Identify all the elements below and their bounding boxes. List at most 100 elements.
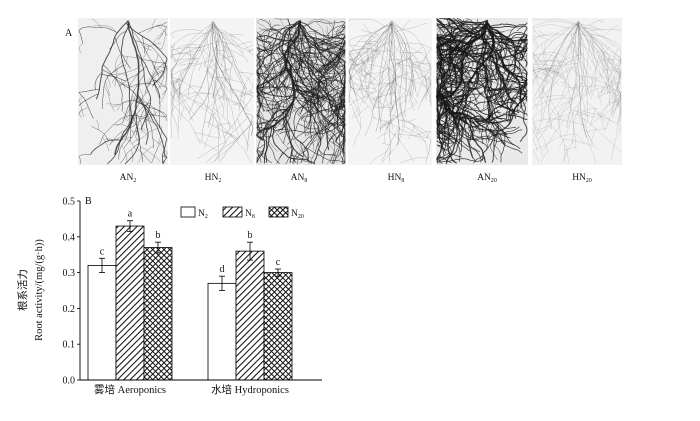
root-strand bbox=[216, 48, 231, 64]
root-strand bbox=[223, 86, 225, 117]
root-strand bbox=[467, 68, 472, 82]
root-strand bbox=[315, 89, 317, 105]
root-strand bbox=[91, 126, 109, 142]
root-strand bbox=[508, 59, 510, 78]
root-strand bbox=[466, 115, 475, 140]
root-strand bbox=[456, 132, 491, 140]
root-strand bbox=[562, 139, 599, 150]
bar bbox=[115, 225, 145, 381]
root-strand bbox=[153, 44, 163, 50]
root-image-hn20 bbox=[532, 18, 622, 165]
root-strand bbox=[129, 90, 149, 142]
root-strand bbox=[217, 30, 236, 44]
root-strand bbox=[221, 68, 232, 72]
root-strand bbox=[283, 59, 301, 83]
root-strand bbox=[532, 126, 543, 156]
root-strand bbox=[571, 68, 582, 80]
root-strand bbox=[336, 57, 346, 73]
root-strand bbox=[540, 84, 563, 122]
root-strand bbox=[312, 38, 331, 61]
root-strand bbox=[179, 70, 183, 81]
root-strand bbox=[281, 49, 315, 74]
root-strand bbox=[318, 108, 329, 126]
root-strand bbox=[162, 65, 168, 69]
root-strand bbox=[437, 66, 468, 109]
root-strand bbox=[532, 70, 549, 78]
root-strand bbox=[473, 52, 500, 59]
root-strand bbox=[170, 53, 195, 64]
root-strand bbox=[248, 48, 254, 52]
root-strand bbox=[319, 59, 339, 107]
root-strand bbox=[363, 72, 389, 105]
root-strand bbox=[219, 123, 252, 163]
root-strand bbox=[285, 148, 294, 165]
root-strand bbox=[439, 18, 485, 30]
root-strand bbox=[447, 107, 451, 125]
root-strand bbox=[455, 73, 464, 83]
root-strand bbox=[490, 102, 516, 124]
root-strand bbox=[579, 25, 582, 54]
root-strand bbox=[482, 20, 486, 25]
root-strand bbox=[532, 21, 578, 71]
root-strand bbox=[348, 52, 364, 63]
root-strand bbox=[306, 129, 314, 146]
root-strand bbox=[439, 109, 452, 154]
root-strand bbox=[295, 23, 301, 41]
root-strand bbox=[410, 69, 432, 111]
root-strand bbox=[556, 55, 567, 89]
root-strand bbox=[114, 69, 118, 87]
root-strand bbox=[266, 99, 269, 112]
root-strand bbox=[263, 68, 286, 93]
root-strand bbox=[506, 59, 513, 77]
root-strand bbox=[119, 69, 144, 87]
root-strand bbox=[306, 87, 335, 95]
root-strand bbox=[274, 18, 288, 20]
root-strand bbox=[349, 48, 377, 53]
root-strand bbox=[459, 72, 463, 87]
root-strand bbox=[313, 95, 318, 106]
root-strand bbox=[183, 92, 216, 96]
y-tick-label: 0.1 bbox=[63, 340, 76, 351]
root-strand bbox=[337, 99, 346, 102]
root-strand bbox=[488, 23, 517, 27]
root-strand bbox=[449, 80, 473, 88]
root-strand bbox=[619, 92, 622, 123]
root-strand bbox=[497, 130, 509, 139]
root-strand bbox=[96, 119, 99, 130]
root-strand bbox=[128, 83, 156, 88]
root-strand bbox=[295, 54, 308, 82]
root-strand bbox=[496, 45, 507, 74]
root-strand bbox=[490, 132, 498, 160]
root-strand bbox=[352, 82, 375, 90]
root-strand bbox=[159, 86, 168, 104]
root-strand bbox=[136, 54, 161, 99]
root-strand bbox=[517, 57, 528, 73]
root-strand bbox=[273, 129, 289, 132]
root-strand bbox=[508, 77, 516, 95]
root-strand bbox=[268, 105, 282, 107]
root-strand bbox=[562, 64, 575, 87]
root-strand bbox=[176, 79, 182, 95]
root-strand bbox=[505, 97, 510, 120]
root-strand bbox=[300, 103, 342, 121]
root-strand bbox=[99, 114, 147, 145]
root-strand bbox=[398, 85, 400, 94]
root-strand bbox=[113, 124, 131, 128]
root-strand bbox=[275, 43, 282, 78]
root-strand bbox=[464, 53, 466, 67]
root-strand bbox=[297, 33, 324, 38]
root-strand bbox=[363, 55, 369, 71]
significance-letter: d bbox=[220, 264, 225, 275]
root-strand bbox=[545, 67, 558, 70]
root-strand bbox=[137, 156, 143, 164]
root-strand bbox=[143, 114, 155, 116]
root-strand bbox=[211, 112, 221, 139]
root-strand bbox=[279, 58, 289, 80]
root-strand bbox=[618, 93, 622, 108]
root-strand bbox=[534, 75, 555, 87]
root-strand bbox=[324, 66, 330, 76]
root-strand bbox=[541, 57, 581, 84]
root-strand bbox=[177, 78, 181, 139]
root-strand bbox=[241, 91, 254, 97]
root-strand bbox=[170, 45, 181, 54]
